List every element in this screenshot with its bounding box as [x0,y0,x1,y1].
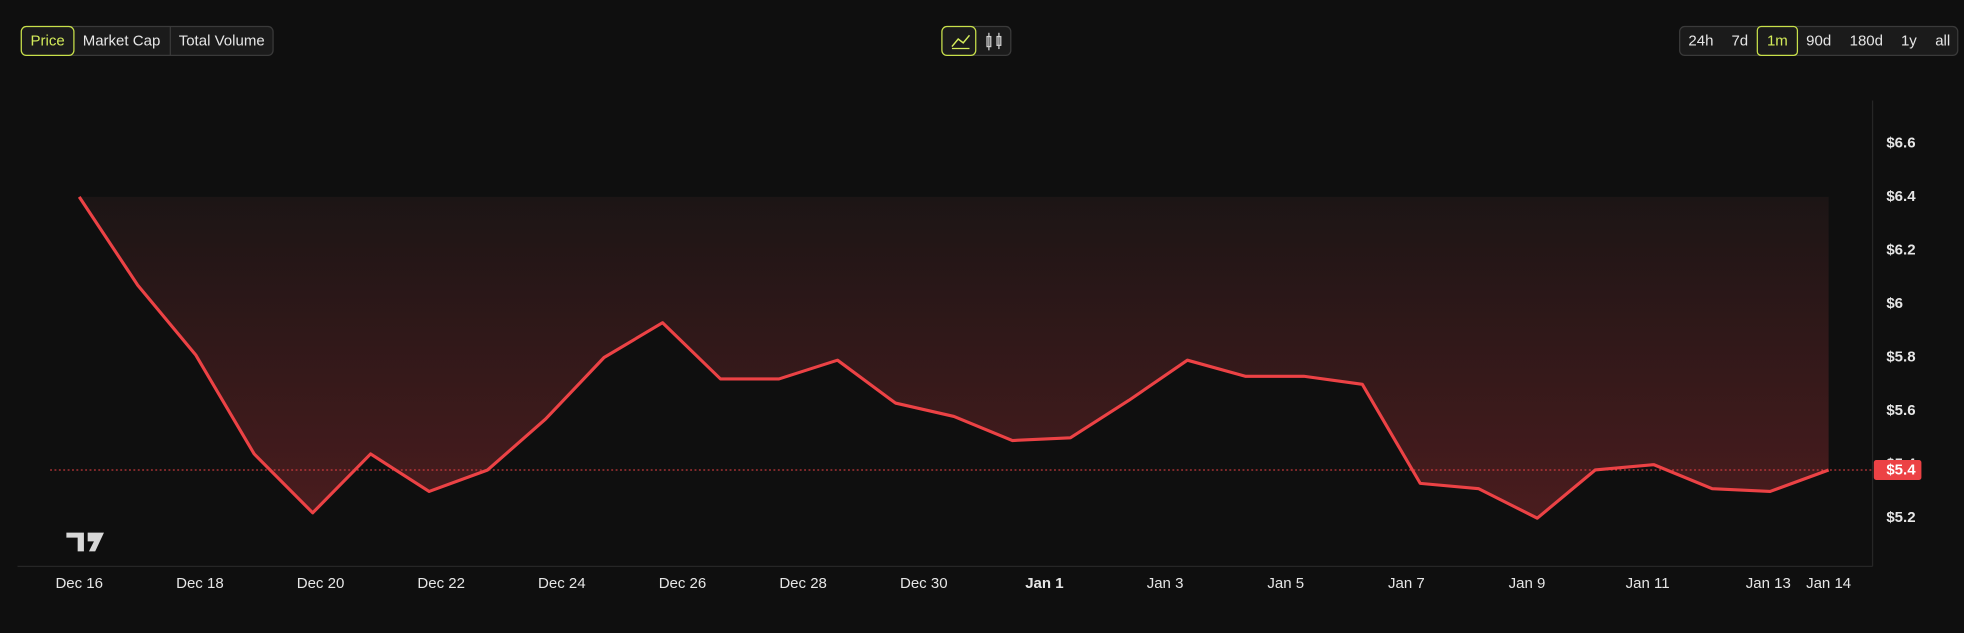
x-tick-label: Jan 1 [1025,575,1063,592]
metric-tab[interactable]: Total Volume [179,33,265,50]
y-tick-label: $5.2 [1886,509,1915,526]
x-tick-label: Dec 30 [900,575,948,592]
range-tab[interactable]: 1m [1767,33,1788,50]
range-tab[interactable]: all [1935,33,1950,50]
area-fill [79,196,1829,519]
x-tick-label: Dec 20 [297,575,345,592]
metric-tab-active[interactable] [20,25,75,56]
x-tick-label: Dec 16 [55,575,103,592]
candle-icon[interactable] [986,32,1002,51]
price-line [77,195,1830,520]
x-tick-label: Dec 22 [417,575,465,592]
y-tick-label: $6.2 [1886,241,1915,258]
y-tick-label: $6 [1886,295,1903,312]
x-tick-label: Dec 26 [659,575,707,592]
y-tick-label: $6.6 [1886,134,1915,151]
y-tick-label: $6.4 [1886,188,1916,205]
range-tab[interactable]: 1y [1901,33,1917,50]
watermark-logo [66,532,104,552]
metric-tab[interactable]: Market Cap [83,33,161,50]
x-tick-label: Jan 3 [1147,575,1184,592]
metric-tab[interactable]: Price [30,33,64,50]
x-tick-label: Jan 7 [1388,575,1425,592]
last-price-badge [1873,459,1922,481]
x-tick-label: Dec 18 [176,575,224,592]
range-tab[interactable]: 90d [1806,33,1831,50]
range-tab[interactable]: 24h [1688,33,1713,50]
y-tick-label: $5.8 [1886,348,1915,365]
x-tick-label: Jan 11 [1626,575,1670,592]
last-price-label: $5.4 [1886,462,1916,479]
x-tick-label: Dec 28 [779,575,827,592]
range-tab-active[interactable] [1756,25,1799,56]
range-group [1679,25,1959,56]
x-tick-label: Jan 5 [1267,575,1304,592]
y-tick-label: $5.6 [1886,402,1915,419]
x-tick-label: Jan 9 [1509,575,1546,592]
x-tick-label: Jan 14 [1806,575,1851,592]
range-tab[interactable]: 7d [1731,33,1748,50]
x-tick-label: Dec 24 [538,575,586,592]
x-tick-label: Jan 13 [1746,575,1791,592]
line-icon [951,34,971,48]
line-view[interactable] [941,25,977,56]
range-tab[interactable]: 180d [1850,33,1883,50]
